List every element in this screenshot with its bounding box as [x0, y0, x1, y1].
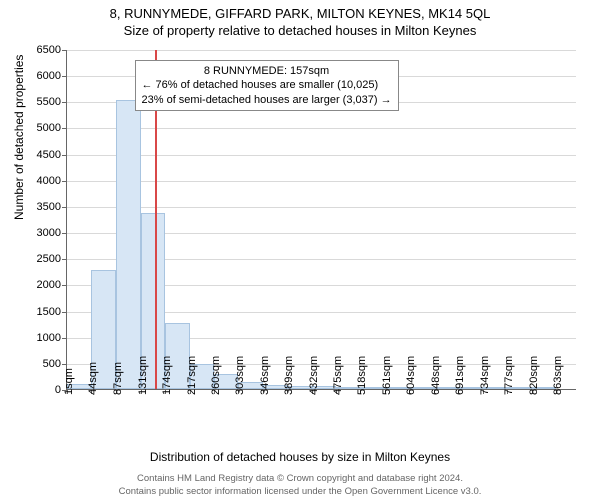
xtick-label: 260sqm — [210, 356, 222, 395]
ytick-mark — [62, 128, 67, 129]
xtick-label: 389sqm — [283, 356, 295, 395]
annotation-box: 8 RUNNYMEDE: 157sqm← 76% of detached hou… — [135, 60, 399, 111]
xtick-label: 303sqm — [234, 356, 246, 395]
ytick-mark — [62, 50, 67, 51]
annotation-line: 8 RUNNYMEDE: 157sqm — [142, 64, 392, 78]
xtick-label: 863sqm — [552, 356, 564, 395]
xtick-label: 131sqm — [137, 356, 149, 395]
ytick-mark — [62, 102, 67, 103]
xtick-label: 174sqm — [161, 356, 173, 395]
xtick-label: 561sqm — [381, 356, 393, 395]
ytick-mark — [62, 364, 67, 365]
chart-title-block: 8, RUNNYMEDE, GIFFARD PARK, MILTON KEYNE… — [0, 0, 600, 38]
chart-footer: Contains HM Land Registry data © Crown c… — [0, 473, 600, 498]
x-axis-label: Distribution of detached houses by size … — [0, 450, 600, 464]
xtick-label: 820sqm — [528, 356, 540, 395]
histogram-bar — [116, 100, 141, 389]
ytick-mark — [62, 312, 67, 313]
xtick-label: 346sqm — [259, 356, 271, 395]
xtick-label: 1sqm — [63, 368, 75, 395]
xtick-label: 44sqm — [87, 362, 99, 395]
xtick-label: 475sqm — [332, 356, 344, 395]
ytick-mark — [62, 285, 67, 286]
ytick-mark — [62, 338, 67, 339]
xtick-label: 604sqm — [405, 356, 417, 395]
chart-plot-area: 0500100015002000250030003500400045005000… — [66, 50, 576, 390]
ytick-mark — [62, 76, 67, 77]
xtick-label: 432sqm — [308, 356, 320, 395]
xtick-label: 648sqm — [430, 356, 442, 395]
ytick-mark — [62, 181, 67, 182]
annotation-line: ← 76% of detached houses are smaller (10… — [142, 78, 392, 92]
xtick-label: 691sqm — [454, 356, 466, 395]
chart-title-line1: 8, RUNNYMEDE, GIFFARD PARK, MILTON KEYNE… — [0, 6, 600, 21]
footer-line2: Contains public sector information licen… — [0, 486, 600, 498]
xtick-label: 734sqm — [479, 356, 491, 395]
gridline — [67, 207, 576, 208]
annotation-line: 23% of semi-detached houses are larger (… — [142, 93, 392, 107]
ytick-mark — [62, 155, 67, 156]
ytick-mark — [62, 207, 67, 208]
xtick-label: 777sqm — [503, 356, 515, 395]
xtick-label: 518sqm — [356, 356, 368, 395]
y-axis-label: Number of detached properties — [12, 55, 26, 220]
gridline — [67, 50, 576, 51]
ytick-mark — [62, 233, 67, 234]
gridline — [67, 181, 576, 182]
ytick-mark — [62, 259, 67, 260]
xtick-label: 217sqm — [186, 356, 198, 395]
xtick-label: 87sqm — [112, 362, 124, 395]
gridline — [67, 128, 576, 129]
chart-title-line2: Size of property relative to detached ho… — [0, 21, 600, 38]
gridline — [67, 155, 576, 156]
plot-region: 0500100015002000250030003500400045005000… — [66, 50, 576, 390]
footer-line1: Contains HM Land Registry data © Crown c… — [0, 473, 600, 485]
